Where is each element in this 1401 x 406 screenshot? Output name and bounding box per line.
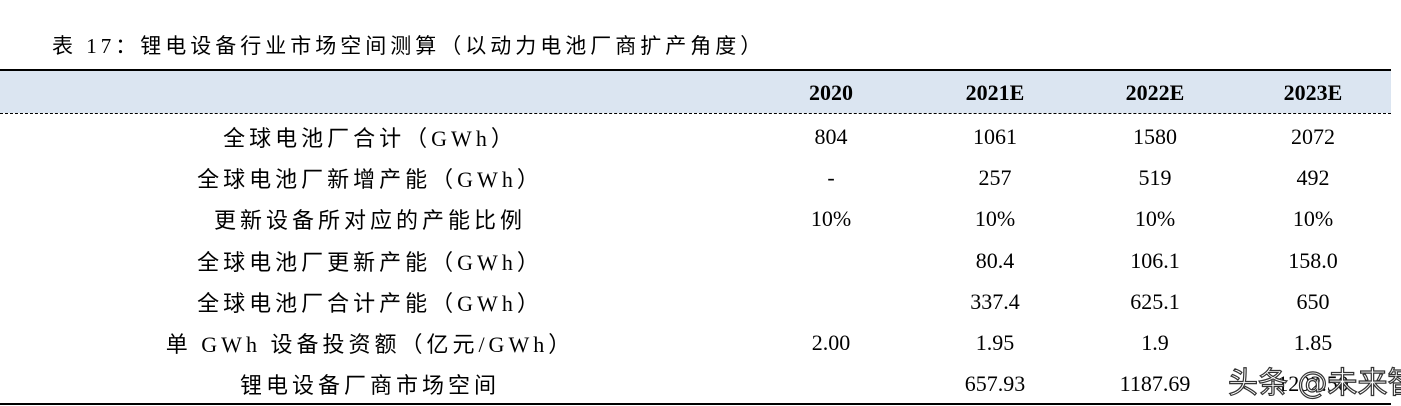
cell-value: 10% <box>810 206 852 232</box>
cell-value: 10% <box>974 206 1016 232</box>
cell-value: 10% <box>1292 206 1334 232</box>
row-label: 全球电池厂更新产能（GWh） <box>197 249 543 275</box>
cell-value: 1202.50 <box>1277 371 1349 397</box>
header-cell: 2023E <box>1283 80 1343 105</box>
cell-value: 337.4 <box>970 288 1020 314</box>
cell-value: 1.85 <box>1293 330 1333 355</box>
header-cell: 2021E <box>965 80 1025 105</box>
cell-value: 1187.69 <box>1119 371 1191 397</box>
row-label: 全球电池厂新增产能（GWh） <box>197 167 543 193</box>
cell-value: 1.95 <box>975 330 1015 355</box>
cell-value: 2072 <box>1291 124 1335 149</box>
row-label: 全球电池厂合计（GWh） <box>223 126 517 151</box>
table-title: 表 17：锂电设备行业市场空间测算（以动力电池厂商扩产角度） <box>52 34 766 58</box>
cell-value: 257 <box>978 165 1012 191</box>
cell-value: - <box>827 165 835 191</box>
header-cell: 2020 <box>809 80 853 105</box>
cell-value: 657.93 <box>964 371 1026 397</box>
row-label: 更新设备所对应的产能比例 <box>213 208 527 234</box>
cell-value: 1.9 <box>1141 330 1169 355</box>
cell-value: 625.1 <box>1130 288 1180 314</box>
cell-value: 519 <box>1138 165 1172 191</box>
cell-value: 1061 <box>973 124 1017 149</box>
cell-value: 80.4 <box>975 247 1015 273</box>
cell-value: 650 <box>1296 288 1330 314</box>
header-rule <box>0 113 1391 114</box>
header-cell: 2022E <box>1125 80 1185 105</box>
cell-value: 804 <box>814 124 848 149</box>
cell-value: 106.1 <box>1130 247 1180 273</box>
row-label: 单 GWh 设备投资额（亿元/GWh） <box>165 332 575 357</box>
cell-value: 492 <box>1296 165 1330 191</box>
bottom-rule <box>0 403 1391 405</box>
watermark: 头条 @未来智库 <box>1227 365 1401 401</box>
cell-value: 158.0 <box>1288 247 1338 273</box>
top-rule <box>0 69 1391 71</box>
cell-value: 10% <box>1134 206 1176 232</box>
row-label: 全球电池厂合计产能（GWh） <box>197 290 543 316</box>
row-label: 锂电设备厂商市场空间 <box>239 373 501 399</box>
header-background <box>0 71 1391 113</box>
cell-value: 2.00 <box>811 330 851 355</box>
cell-value: 1580 <box>1133 124 1177 149</box>
